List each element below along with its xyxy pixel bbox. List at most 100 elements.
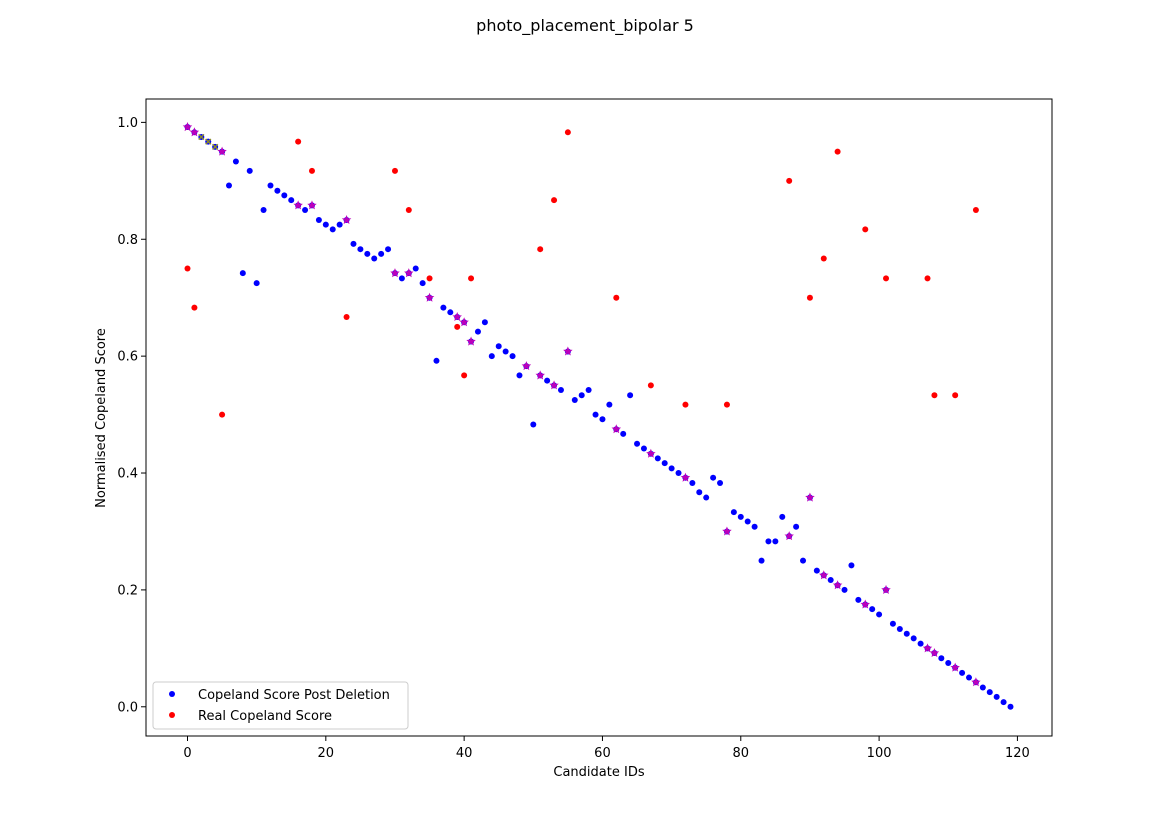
point-post-deletion	[675, 470, 682, 477]
point-post-deletion	[481, 319, 488, 326]
point-star-marker	[390, 268, 400, 278]
point-post-deletion	[544, 377, 551, 384]
point-star-marker	[680, 472, 691, 482]
point-post-deletion	[599, 416, 606, 423]
point-post-deletion	[509, 353, 516, 360]
point-post-deletion	[876, 611, 883, 618]
point-post-deletion	[274, 187, 281, 194]
point-post-deletion	[668, 465, 675, 472]
point-post-deletion	[1007, 703, 1014, 710]
x-tick-label: 80	[733, 746, 750, 761]
point-real-score	[647, 382, 654, 389]
point-post-deletion	[585, 387, 592, 394]
point-post-deletion	[986, 689, 993, 696]
x-tick-label: 120	[1005, 746, 1030, 761]
point-real-score	[426, 275, 433, 282]
point-star-marker	[563, 346, 573, 356]
point-post-deletion	[979, 684, 986, 691]
point-post-deletion	[827, 576, 834, 583]
point-real-score	[551, 197, 558, 204]
point-post-deletion	[793, 523, 800, 530]
legend-marker-post-deletion	[169, 691, 175, 697]
point-star-marker	[189, 127, 200, 137]
point-post-deletion	[661, 460, 668, 467]
point-star-marker	[832, 580, 843, 590]
point-post-deletion	[364, 250, 371, 257]
point-post-deletion	[1000, 699, 1007, 706]
point-real-score	[191, 304, 198, 311]
point-post-deletion	[855, 596, 862, 603]
point-post-deletion	[412, 265, 419, 272]
point-post-deletion	[800, 557, 807, 564]
point-real-score	[613, 294, 620, 301]
point-post-deletion	[571, 396, 578, 403]
point-star-marker	[805, 492, 815, 502]
point-post-deletion	[737, 513, 744, 520]
point-star-marker	[860, 599, 871, 609]
point-star-marker	[293, 200, 303, 210]
plot-marks	[182, 122, 1014, 710]
point-real-score	[952, 392, 959, 399]
point-post-deletion	[246, 167, 253, 174]
point-post-deletion	[239, 270, 246, 277]
point-star-marker	[466, 336, 476, 346]
point-post-deletion	[751, 523, 758, 530]
point-post-deletion	[903, 630, 910, 637]
point-post-deletion	[606, 401, 613, 408]
legend-box	[152, 681, 409, 730]
point-post-deletion	[357, 246, 364, 253]
point-post-deletion	[654, 455, 661, 462]
point-real-score	[405, 207, 412, 214]
point-post-deletion	[302, 207, 309, 214]
point-post-deletion	[385, 246, 392, 253]
point-star-marker	[217, 146, 227, 156]
point-real-score	[931, 392, 938, 399]
chart-title: photo_placement_bipolar 5	[476, 16, 694, 36]
point-post-deletion	[225, 182, 232, 189]
point-post-deletion	[592, 411, 599, 418]
point-star-marker	[535, 370, 545, 380]
point-star-marker	[341, 214, 352, 225]
point-real-score	[461, 372, 468, 379]
point-post-deletion	[488, 353, 495, 360]
point-post-deletion	[627, 392, 634, 399]
point-post-deletion	[710, 474, 717, 481]
point-real-score	[820, 255, 827, 262]
point-real-score	[308, 167, 315, 174]
point-post-deletion	[917, 640, 924, 647]
point-post-deletion	[696, 489, 703, 496]
point-real-score	[924, 275, 931, 282]
legend: Copeland Score Post Deletion Real Copela…	[152, 681, 409, 730]
legend-label-post-deletion: Copeland Score Post Deletion	[198, 688, 390, 703]
point-post-deletion	[557, 387, 564, 394]
point-post-deletion	[530, 421, 537, 428]
point-post-deletion	[315, 216, 322, 223]
point-real-score	[537, 246, 544, 253]
point-real-score	[786, 177, 793, 184]
point-star-marker	[424, 292, 435, 302]
point-post-deletion	[765, 538, 772, 545]
point-real-score	[295, 138, 302, 145]
legend-label-real-score: Real Copeland Score	[198, 709, 332, 724]
point-post-deletion	[689, 479, 696, 486]
point-star-marker	[549, 380, 559, 390]
point-post-deletion	[419, 280, 426, 287]
point-star-marker	[819, 570, 829, 580]
point-post-deletion	[516, 372, 523, 379]
point-post-deletion	[945, 659, 952, 666]
x-tick-label: 60	[594, 746, 611, 761]
point-post-deletion	[869, 606, 876, 613]
point-star-marker	[922, 643, 933, 653]
point-real-score	[184, 265, 191, 272]
point-post-deletion	[959, 669, 966, 676]
point-star-marker	[459, 317, 469, 327]
point-post-deletion	[938, 655, 945, 662]
point-real-score	[682, 401, 689, 408]
point-real-score	[564, 129, 571, 136]
point-post-deletion	[495, 343, 502, 350]
point-star-marker	[784, 531, 794, 541]
point-post-deletion	[889, 620, 896, 627]
point-post-deletion	[232, 158, 239, 165]
point-post-deletion	[440, 304, 447, 311]
